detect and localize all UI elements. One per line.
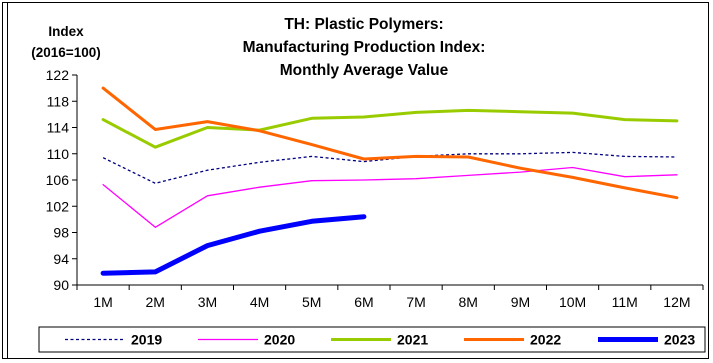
chart-title: TH: Plastic Polymers: Manufacturing Produ… xyxy=(243,16,486,79)
series-lines xyxy=(100,86,679,276)
series-line-2020 xyxy=(102,166,678,228)
x-tick-label: 7M xyxy=(406,294,425,310)
y-tick-label: 118 xyxy=(47,93,70,109)
chart-title-line: Monthly Average Value xyxy=(280,62,449,79)
x-tick-label: 5M xyxy=(302,294,321,310)
chart-title-line: Manufacturing Production Index: xyxy=(243,39,486,56)
x-tick-label: 3M xyxy=(198,294,217,310)
frame-divider xyxy=(7,2,8,359)
y-tick-label: 102 xyxy=(46,198,70,214)
legend-label: 2019 xyxy=(131,332,162,348)
x-tick-label: 6M xyxy=(354,294,373,310)
x-tick-label: 8M xyxy=(459,294,478,310)
series-line-2022 xyxy=(101,86,679,200)
legend-label: 2022 xyxy=(530,332,561,348)
chart-title-line: TH: Plastic Polymers: xyxy=(284,16,443,33)
chart-frame xyxy=(2,2,709,359)
y-tick-label: 98 xyxy=(53,225,69,241)
x-axis-ticks: 1M 2M 3M 4M 5M 6M 7M 8M 9M 10M 11M 12M xyxy=(76,285,704,310)
legend: 2019 2020 2021 2022 2023 xyxy=(38,326,706,353)
y-tick-label: 114 xyxy=(47,120,70,136)
x-tick-label: 1M xyxy=(93,294,112,310)
x-tick-label: 10M xyxy=(559,294,586,310)
legend-label: 2020 xyxy=(264,332,295,348)
y-tick-label: 122 xyxy=(46,67,70,83)
y-tick-label: 106 xyxy=(46,172,70,188)
y-tick-label: 94 xyxy=(53,251,69,267)
x-tick-label: 2M xyxy=(146,294,165,310)
x-tick-label: 4M xyxy=(250,294,269,310)
legend-label: 2021 xyxy=(397,332,428,348)
y-axis-label: Index (2016=100) xyxy=(31,24,100,60)
y-axis-ticks: 90 94 98 102 106 110 114 118 122 xyxy=(46,67,77,293)
y-tick-label: 110 xyxy=(47,146,70,162)
legend-label: 2023 xyxy=(664,332,695,348)
x-tick-label: 11M xyxy=(612,294,638,310)
y-axis-label-line: Index xyxy=(48,24,84,39)
series-line-2021 xyxy=(101,108,679,149)
y-axis-label-line: (2016=100) xyxy=(31,45,100,60)
series-line-2023 xyxy=(100,214,367,276)
x-tick-label: 12M xyxy=(663,294,690,310)
x-tick-label: 9M xyxy=(511,294,530,310)
y-tick-label: 90 xyxy=(53,277,69,293)
